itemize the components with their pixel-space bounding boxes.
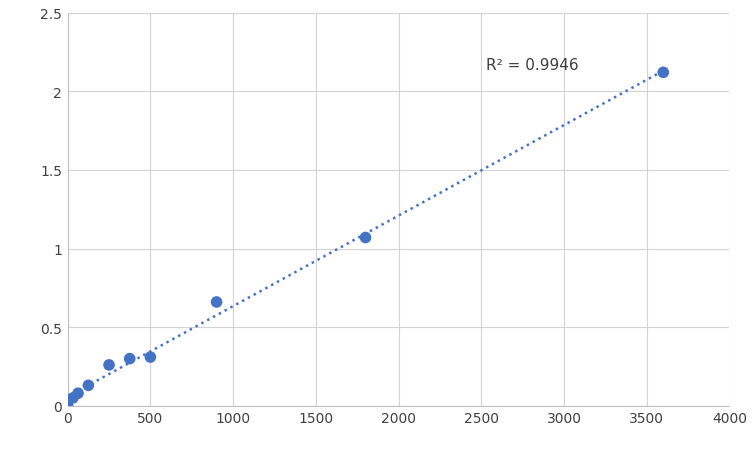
Point (82, 382, 94, 389)
Point (657, 69, 669, 77)
Point (67, 395, 79, 402)
Point (123, 355, 135, 363)
Point (211, 299, 223, 306)
Point (144, 354, 156, 361)
Point (359, 235, 371, 242)
Text: R² = 0.9946: R² = 0.9946 (487, 57, 579, 73)
Point (103, 362, 115, 369)
Point (72, 390, 84, 397)
Point (62, 402, 74, 410)
